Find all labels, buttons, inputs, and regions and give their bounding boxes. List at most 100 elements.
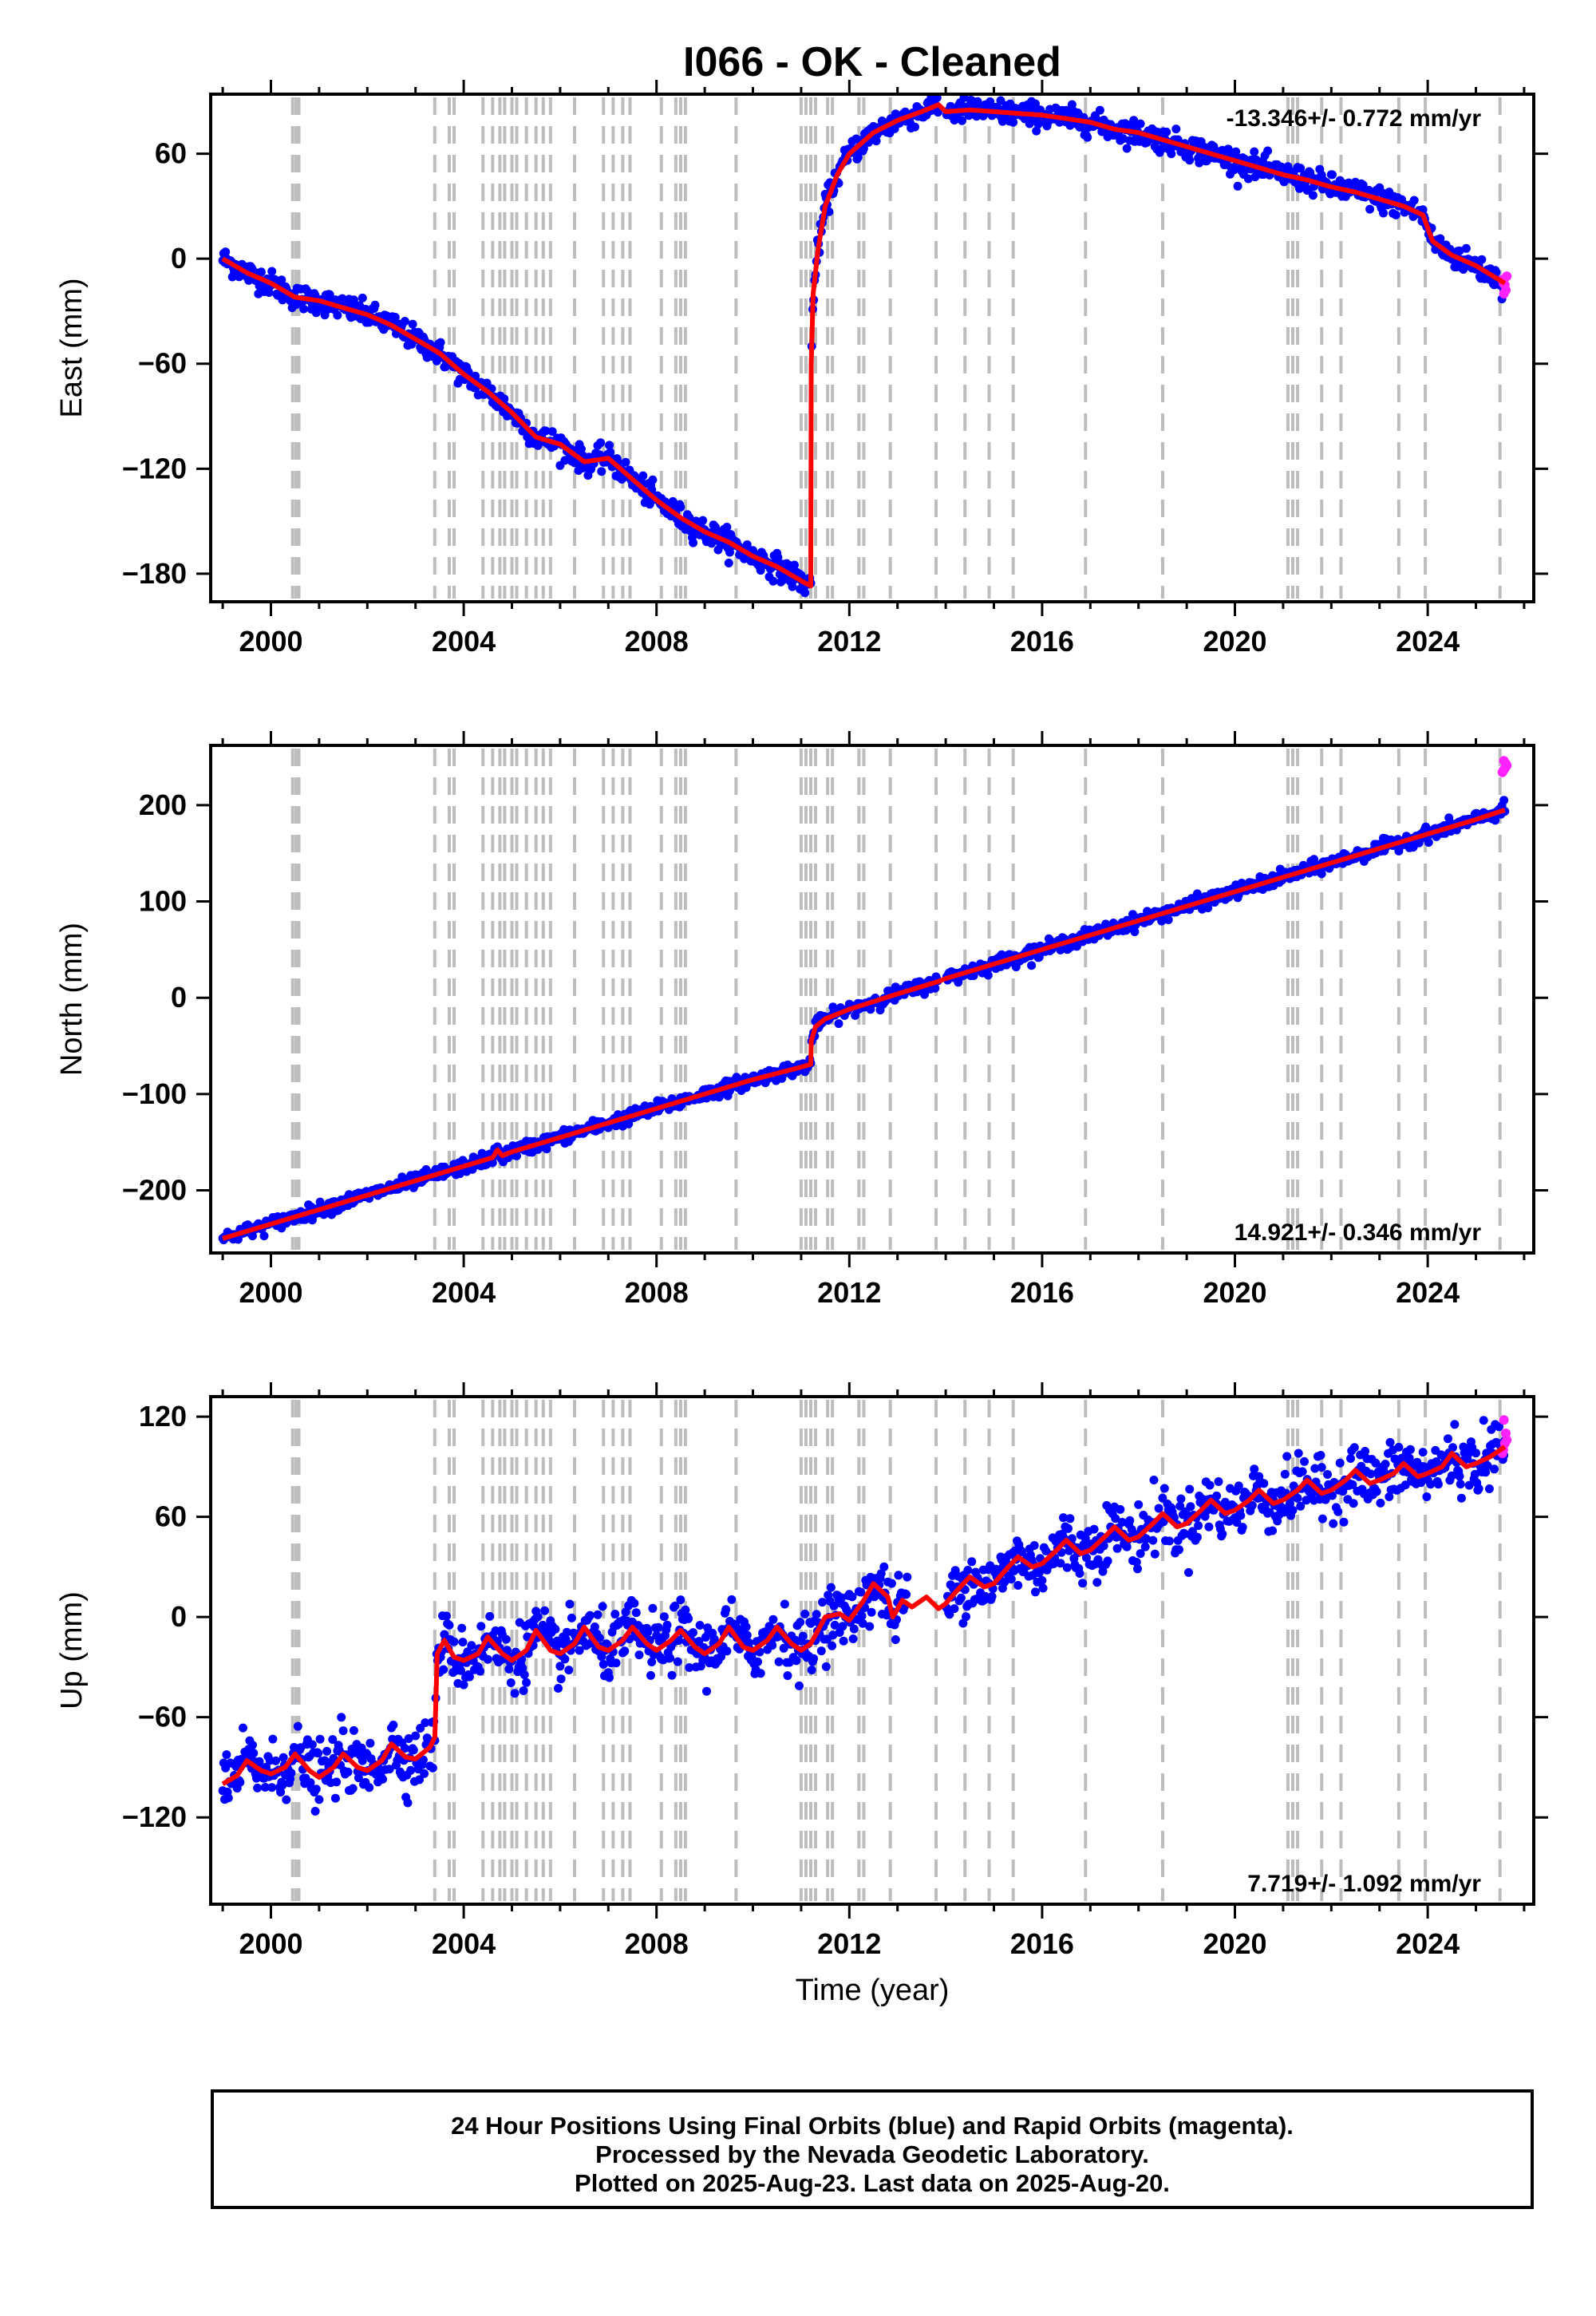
north-data-point xyxy=(1034,952,1044,962)
up-data-point xyxy=(348,1784,358,1793)
up-data-point xyxy=(1464,1449,1473,1459)
up-data-point xyxy=(1212,1491,1222,1500)
up-data-point xyxy=(1185,1484,1195,1494)
east-data-point xyxy=(722,523,732,532)
north-y-ticks: 200 100 0 −100 −200 xyxy=(122,788,1548,1207)
east-data-point xyxy=(1122,144,1132,153)
up-data-point xyxy=(253,1783,263,1792)
up-data-point xyxy=(742,1630,752,1640)
up-data-point xyxy=(610,1610,620,1618)
east-data-point xyxy=(1162,127,1171,136)
up-data-point xyxy=(1404,1453,1414,1463)
up-data-point xyxy=(1464,1480,1474,1490)
up-data-point xyxy=(684,1614,693,1623)
up-data-point xyxy=(673,1657,682,1666)
up-data-point xyxy=(585,1611,595,1620)
east-y-tick-label: 60 xyxy=(155,137,187,170)
up-data-point xyxy=(522,1678,531,1687)
up-data-point xyxy=(876,1569,886,1579)
east-data-point xyxy=(1263,146,1273,156)
up-data-point xyxy=(731,1620,741,1630)
up-data-point xyxy=(255,1757,264,1766)
up-data-point xyxy=(278,1780,287,1790)
east-data-point xyxy=(408,319,417,329)
up-data-point xyxy=(1133,1564,1142,1574)
east-data-point xyxy=(358,293,367,302)
up-data-point xyxy=(689,1628,698,1638)
caption-line-processor: Processed by the Nevada Geodetic Laborat… xyxy=(595,2140,1149,2168)
north-data-point xyxy=(1491,816,1500,825)
up-data-point xyxy=(1333,1507,1343,1516)
north-data-point xyxy=(1163,915,1173,924)
east-data-point xyxy=(676,502,685,512)
east-data-point xyxy=(788,582,797,591)
up-data-point xyxy=(963,1565,973,1575)
east-data-point xyxy=(710,522,720,532)
up-data-point xyxy=(796,1618,805,1627)
east-data-point xyxy=(541,426,551,436)
up-data-point xyxy=(533,1612,543,1622)
east-data-point xyxy=(267,267,277,276)
up-data-point xyxy=(338,1726,348,1736)
up-data-point xyxy=(1394,1442,1404,1452)
up-data-point xyxy=(1234,1481,1243,1491)
up-data-point xyxy=(1220,1497,1230,1507)
up-y-tick-label: 120 xyxy=(139,1400,187,1433)
up-data-point xyxy=(519,1686,528,1695)
up-data-point xyxy=(646,1670,655,1680)
up-data-point xyxy=(337,1713,346,1722)
up-data-point xyxy=(518,1663,527,1673)
up-data-point xyxy=(1064,1524,1073,1533)
up-data-point xyxy=(464,1672,474,1682)
up-data-point xyxy=(279,1753,288,1762)
up-data-point xyxy=(858,1618,867,1628)
up-data-point xyxy=(1136,1549,1145,1559)
up-data-point xyxy=(1098,1567,1108,1576)
up-data-point xyxy=(1065,1514,1075,1524)
east-data-point xyxy=(859,144,868,153)
up-data-point xyxy=(1205,1480,1215,1490)
up-data-point xyxy=(1288,1505,1298,1515)
up-data-point xyxy=(441,1611,451,1621)
up-data-point xyxy=(389,1721,398,1729)
up-data-point xyxy=(551,1624,560,1634)
up-data-point xyxy=(271,1756,280,1765)
north-y-tick-label: 100 xyxy=(139,885,187,918)
up-data-point xyxy=(694,1637,704,1646)
up-data-point xyxy=(967,1557,977,1567)
up-data-point xyxy=(222,1750,231,1760)
east-data-point xyxy=(277,275,286,285)
up-data-point xyxy=(721,1605,731,1614)
up-data-point xyxy=(404,1734,413,1743)
east-data-point xyxy=(698,516,708,525)
north-plot-frame xyxy=(209,744,1535,1255)
up-data-point xyxy=(1031,1587,1040,1597)
up-data-point xyxy=(354,1773,363,1783)
up-data-point xyxy=(456,1666,465,1675)
north-data-point xyxy=(512,1151,521,1160)
up-y-tick-label: 0 xyxy=(171,1600,187,1633)
up-data-point xyxy=(1298,1467,1307,1476)
up-data-point xyxy=(420,1769,429,1778)
up-data-point xyxy=(310,1807,320,1816)
up-data-point xyxy=(1158,1493,1167,1503)
up-data-point xyxy=(1385,1492,1394,1501)
up-data-point xyxy=(829,1601,839,1611)
up-data-point xyxy=(1361,1447,1370,1456)
up-data-point xyxy=(674,1635,683,1645)
east-data-point xyxy=(1365,204,1375,214)
up-data-point xyxy=(565,1599,575,1609)
up-data-point xyxy=(554,1684,563,1693)
east-data-point xyxy=(1461,243,1471,253)
up-data-point xyxy=(1371,1458,1381,1468)
up-data-point xyxy=(1481,1468,1491,1477)
up-data-point xyxy=(1422,1492,1432,1501)
up-data-point xyxy=(1176,1494,1186,1504)
east-data-point xyxy=(871,136,881,146)
east-x-tick-label: 2020 xyxy=(1203,625,1266,658)
east-data-point xyxy=(1231,147,1241,156)
up-data-point xyxy=(286,1769,296,1778)
up-data-point xyxy=(1376,1498,1385,1508)
caption-line-orbits: 24 Hour Positions Using Final Orbits (bl… xyxy=(451,2112,1294,2140)
up-data-point xyxy=(314,1795,324,1804)
